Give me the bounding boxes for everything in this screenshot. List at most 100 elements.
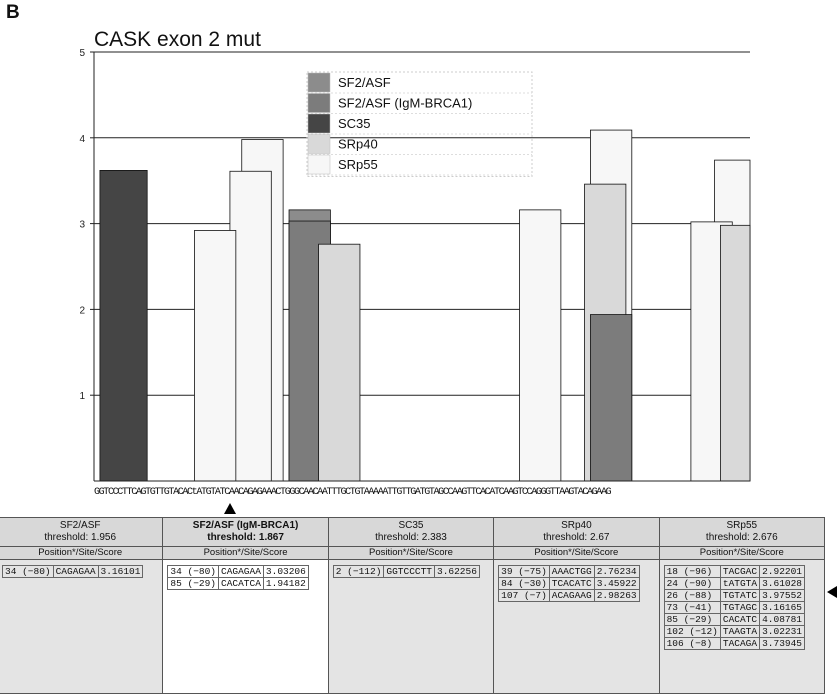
site-position: 39 (−75) [498, 565, 550, 578]
site-score: 3.02231 [759, 625, 806, 638]
site-list-cell: 34 (−80) CAGAGAA 3.03206 85 (−29) CACATCA 1.9… [162, 559, 329, 694]
table-row: 85 (−29) CACATCA 1.94182 [167, 577, 309, 590]
site-score: 2.98263 [593, 589, 640, 602]
bar-1-1 [590, 314, 633, 482]
legend-label: SF2/ASF [338, 75, 391, 90]
table-row: 24 (−90) tATGTA 3.61028 [663, 577, 806, 590]
legend-label: SF2/ASF (IgM-BRCA1) [338, 96, 472, 111]
legend-label: SRp40 [338, 137, 378, 152]
protein-name: SC35 [398, 520, 424, 531]
table-row: 18 (−96) TACGAC 2.92201 [663, 565, 806, 578]
column-subheader: Position*/Site/Score [327, 546, 495, 560]
column-subheader: Position*/Site/Score [0, 546, 164, 560]
site-position: 73 (−41) [663, 601, 721, 614]
legend-swatch [307, 113, 331, 134]
site-score: 1.94182 [262, 577, 309, 590]
site-sequence: TGTAGC [719, 601, 761, 614]
threshold-label: threshold: 2.67 [543, 532, 610, 543]
mutation-marker-icon [224, 503, 236, 514]
table-row: 2 (−112) GGTCCCTT 3.62256 [332, 565, 480, 578]
column-header: SC35 threshold: 2.383 [327, 517, 495, 547]
protein-name: SRp40 [561, 520, 592, 531]
bar-3-0 [318, 243, 361, 482]
site-position: 18 (−96) [663, 565, 721, 578]
site-sequence: GGTCCCTT [383, 565, 435, 578]
site-score: 3.03206 [262, 565, 309, 578]
table-row: 34 (−80) CAGAGAA 3.16101 [2, 565, 144, 578]
table-row: 26 (−88) TGTATC 3.97552 [663, 589, 806, 602]
threshold-label: threshold: 1.867 [207, 532, 284, 543]
score-table: SF2/ASF threshold: 1.956 SF2/ASF (IgM-BRCA… [0, 517, 826, 694]
site-score: 3.61028 [759, 577, 806, 590]
site-sequence: tATGTA [719, 577, 761, 590]
site-list-cell: 18 (−96) TACGAC 2.92201 24 (−90) tATGTA 3.610… [658, 559, 826, 694]
site-score: 2.76234 [593, 565, 640, 578]
site-position: 102 (−12) [663, 625, 721, 638]
site-sequence: TAAGTA [719, 625, 761, 638]
bar-4-3 [519, 209, 562, 482]
site-list: 2 (−112) GGTCCCTT 3.62256 [332, 565, 480, 578]
y-tick-label: 4 [79, 134, 85, 145]
panel-letter: B [6, 2, 20, 23]
column-header: SRp55 threshold: 2.676 [658, 517, 826, 547]
y-tick-label: 3 [79, 220, 85, 231]
site-list-cell: 2 (−112) GGTCCCTT 3.62256 [327, 559, 495, 694]
column-header: SF2/ASF threshold: 1.956 [0, 517, 164, 547]
site-sequence: CAGAGAA [218, 565, 264, 578]
site-score: 4.08781 [759, 613, 806, 626]
site-position: 26 (−88) [663, 589, 721, 602]
bar-4-0 [194, 230, 237, 482]
table-row: 102 (−12) TAAGTA 3.02231 [663, 625, 806, 638]
column-subheader: Position*/Site/Score [162, 546, 329, 560]
table-subheader-row: Position*/Site/Score Position*/Site/Score… [0, 546, 826, 560]
protein-name: SF2/ASF [59, 520, 101, 531]
site-list-cell: 39 (−75) AAACTGG 2.76234 84 (−30) TCACATC 3.4… [493, 559, 660, 694]
legend-swatch [307, 72, 331, 93]
row-highlight-arrow-icon [827, 586, 837, 598]
site-score: 3.16165 [759, 601, 806, 614]
site-score: 3.62256 [434, 565, 480, 578]
legend-label: SRp55 [338, 157, 378, 172]
site-list-cell: 34 (−80) CAGAGAA 3.16101 [0, 559, 164, 694]
legend-swatch [307, 154, 331, 175]
legend-label: SC35 [338, 116, 371, 131]
site-sequence: CACATCA [218, 577, 264, 590]
site-sequence: TGTATC [719, 589, 761, 602]
y-axis: 1 2 3 4 5 [79, 48, 750, 482]
threshold-label: threshold: 2.383 [375, 532, 447, 543]
site-position: 2 (−112) [332, 565, 385, 578]
legend-swatch [307, 93, 331, 113]
splice-score-chart: CASK exon 2 mut 1 2 3 4 5 SF2/ASF SF2/ASF (Ig… [79, 28, 751, 482]
protein-name: SF2/ASF (IgM-BRCA1) [192, 520, 299, 531]
site-list: 18 (−96) TACGAC 2.92201 24 (−90) tATGTA 3.610… [663, 565, 806, 650]
table-row: 107 (−7) ACAGAAG 2.98263 [498, 589, 640, 602]
site-list: 39 (−75) AAACTGG 2.76234 84 (−30) TCACATC 3.4… [498, 565, 640, 602]
chart-title: CASK exon 2 mut [94, 28, 261, 51]
site-position: 84 (−30) [498, 577, 550, 590]
site-position: 34 (−80) [167, 565, 219, 578]
site-score: 3.16101 [97, 565, 144, 578]
table-row: 85 (−29) CACATC 4.08781 [663, 613, 806, 626]
y-tick-label: 1 [79, 391, 85, 402]
site-sequence: TCACATC [548, 577, 595, 590]
site-list: 34 (−80) CAGAGAA 3.16101 [2, 565, 144, 578]
site-sequence: TACGAC [719, 565, 761, 578]
legend-swatch [307, 134, 331, 154]
y-tick-label: 5 [79, 48, 85, 59]
bar-2-0 [99, 170, 148, 482]
y-tick-label: 2 [79, 305, 85, 316]
legend: SF2/ASF SF2/ASF (IgM-BRCA1) SC35 SRp40 SRp55 [306, 71, 533, 177]
table-body-row: 34 (−80) CAGAGAA 3.16101 34 (−80) CAGAGAA 3.0… [0, 559, 826, 694]
site-position: 85 (−29) [167, 577, 219, 590]
site-score: 3.45922 [593, 577, 640, 590]
site-list: 34 (−80) CAGAGAA 3.03206 85 (−29) CACATCA 1.9… [167, 565, 309, 590]
bars [99, 129, 751, 482]
legend-frame [306, 71, 533, 177]
table-row: 39 (−75) AAACTGG 2.76234 [498, 565, 640, 578]
site-position: 85 (−29) [663, 613, 721, 626]
site-position: 24 (−90) [663, 577, 721, 590]
site-score: 3.73945 [759, 637, 806, 650]
site-sequence: CAGAGAA [52, 565, 99, 578]
site-score: 2.92201 [759, 565, 806, 578]
table-row: 84 (−30) TCACATC 3.45922 [498, 577, 640, 590]
